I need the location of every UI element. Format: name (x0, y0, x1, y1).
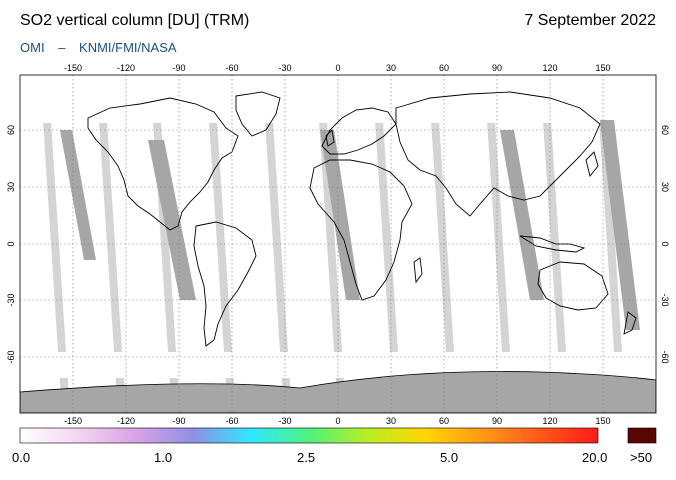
dark-swaths (60, 120, 640, 330)
lon-tick: 90 (492, 63, 502, 73)
source-separator: – (58, 40, 66, 55)
lon-tick: -90 (172, 63, 185, 73)
left-latitude-ticks: 60 30 0 -30 -60 (6, 125, 16, 364)
lon-tick: 30 (386, 416, 396, 426)
lon-tick: 150 (595, 416, 610, 426)
colorbar-overflow (627, 427, 657, 444)
lon-tick: 0 (335, 416, 340, 426)
lon-tick: -120 (117, 416, 135, 426)
lat-tick: 0 (660, 241, 670, 246)
data-source: OMI – KNMI/FMI/NASA (20, 40, 177, 55)
lon-tick: 90 (492, 416, 502, 426)
colorbar-label-overflow: >50 (630, 450, 653, 465)
lon-tick: 0 (335, 63, 340, 73)
lat-tick: -30 (6, 293, 16, 306)
lat-tick: 30 (660, 182, 670, 192)
lon-tick: -60 (225, 416, 238, 426)
top-longitude-ticks: -150 -120 -90 -60 -30 0 30 60 90 120 150 (64, 63, 611, 73)
right-latitude-ticks: 60 30 0 -30 -60 (660, 125, 670, 364)
lon-tick: 60 (439, 63, 449, 73)
lon-tick: 120 (542, 416, 557, 426)
japan-coast (585, 151, 599, 177)
north-america-coast (87, 97, 239, 231)
lon-tick: -30 (278, 63, 291, 73)
map-title: SO2 vertical column [DU] (TRM) (20, 12, 250, 29)
graticule (20, 75, 656, 413)
lat-tick: 60 (6, 125, 16, 135)
new-zealand-coast (623, 311, 637, 335)
organizations: KNMI/FMI/NASA (79, 40, 177, 55)
lon-tick: -150 (64, 63, 82, 73)
lat-tick: 30 (6, 182, 16, 192)
lon-tick: -60 (225, 63, 238, 73)
map-frame (19, 74, 657, 414)
colorbar-label: 20.0 (582, 450, 608, 465)
lat-tick: -30 (660, 293, 670, 306)
lon-tick: 120 (542, 63, 557, 73)
colorbar-label-min: 0.0 (12, 450, 31, 465)
colorbar-label: 5.0 (440, 450, 459, 465)
lon-tick: 30 (386, 63, 396, 73)
uk-coast (325, 129, 335, 147)
lat-tick: 60 (660, 125, 670, 135)
lon-tick: 60 (439, 416, 449, 426)
lon-tick: -120 (117, 63, 135, 73)
coastlines (87, 91, 637, 347)
lon-tick: -30 (278, 416, 291, 426)
madagascar-coast (413, 257, 423, 284)
colorbar (19, 427, 599, 444)
bottom-longitude-ticks: -150 -120 -90 -60 -30 0 30 60 90 120 150 (64, 416, 611, 426)
map-date: 7 September 2022 (524, 12, 656, 29)
indonesia-coast (519, 235, 586, 253)
colorbar-label: 2.5 (297, 450, 316, 465)
instrument-name: OMI (20, 40, 45, 55)
lat-tick: -60 (660, 350, 670, 363)
lon-tick: 150 (595, 63, 610, 73)
lat-tick: 0 (6, 241, 16, 246)
map-area (20, 75, 656, 413)
asia-coast (395, 91, 601, 217)
lon-tick: -90 (172, 416, 185, 426)
australia-coast (537, 261, 609, 311)
greenland-coast (235, 91, 281, 137)
africa-coast (309, 159, 413, 301)
lon-tick: -150 (64, 416, 82, 426)
colorbar-label: 1.0 (154, 450, 173, 465)
lat-tick: -60 (6, 350, 16, 363)
south-america-coast (193, 221, 257, 347)
